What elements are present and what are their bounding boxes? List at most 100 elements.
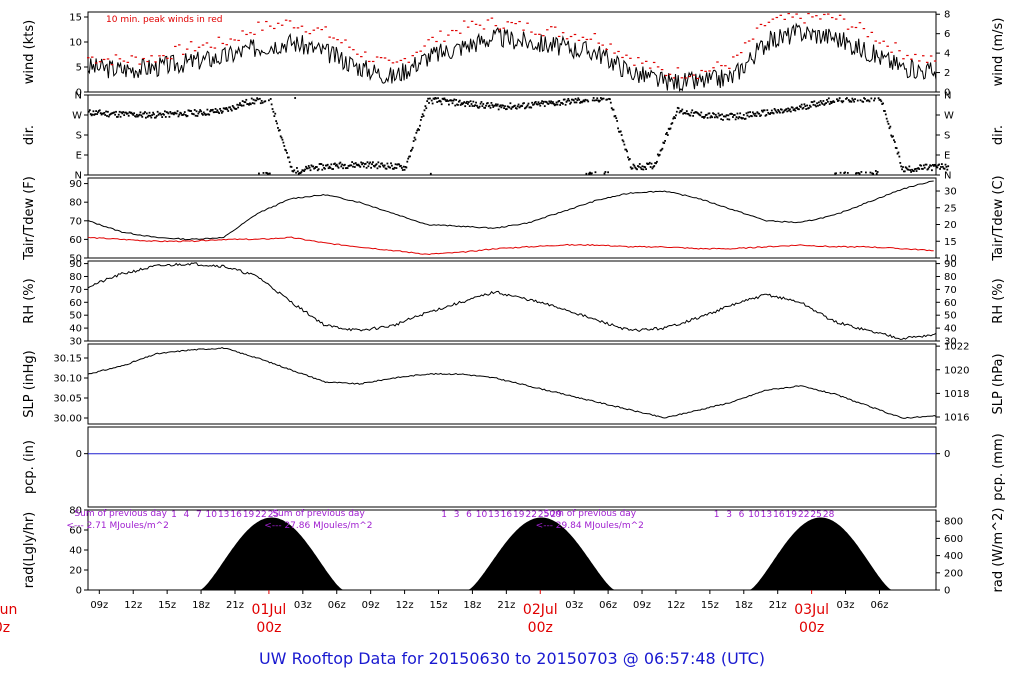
dir-point	[564, 103, 567, 106]
dir-point	[290, 166, 293, 168]
dir-point	[590, 172, 593, 175]
dir-point	[584, 98, 587, 101]
dir-point	[182, 113, 185, 116]
dir-point	[271, 108, 274, 110]
dir-point	[164, 116, 167, 118]
dir-point	[531, 101, 534, 104]
dir-point	[467, 101, 470, 104]
dir-point	[739, 112, 742, 115]
y-tick-label-right-rh: 90	[944, 259, 957, 270]
dir-point	[185, 115, 188, 118]
wind-peak-point	[688, 75, 692, 78]
y-tick-label-right-wind: 6	[944, 29, 950, 40]
dir-point	[783, 109, 786, 112]
dir-point	[308, 166, 311, 169]
dir-point	[771, 111, 774, 114]
y-axis-label-right-wind: wind (m/s)	[991, 18, 1006, 87]
dir-point	[731, 113, 733, 115]
y-tick-label-left-rh: 40	[69, 324, 82, 335]
dir-point	[763, 109, 766, 112]
dir-point	[473, 105, 476, 107]
dir-point	[408, 155, 411, 158]
dir-point	[326, 163, 329, 166]
y-axis-label-right-pcp: pcp. (mm)	[991, 433, 1006, 500]
wind-peak-point	[929, 55, 933, 57]
x-tick-label: 12z	[667, 600, 685, 611]
wind-note: 10 min. peak winds in red	[106, 15, 223, 25]
wind-peak-point	[672, 77, 676, 79]
wind-peak-point	[708, 70, 711, 72]
dir-point	[571, 98, 574, 101]
dir-point	[499, 104, 502, 107]
dir-point	[448, 99, 451, 102]
dir-point	[495, 103, 497, 106]
dir-point	[255, 99, 258, 102]
wind-peak-point	[557, 35, 561, 38]
dir-point	[546, 102, 549, 105]
dir-point	[413, 136, 416, 139]
dir-point	[772, 112, 775, 115]
dir-point	[334, 162, 336, 165]
wind-peak-point	[443, 40, 446, 42]
wind-peak-point	[668, 73, 672, 75]
y-tick-label-right-rh: 80	[944, 272, 957, 283]
dir-point	[633, 164, 636, 167]
dir-point	[919, 164, 922, 167]
rad-hour-mark: 25	[538, 510, 549, 520]
dir-point	[835, 172, 837, 175]
wind-peak-point	[312, 29, 316, 31]
dir-point	[510, 107, 513, 110]
dir-point	[724, 115, 727, 118]
dir-point	[855, 172, 857, 175]
dir-point	[746, 114, 749, 117]
dir-point	[88, 109, 91, 112]
dir-point	[569, 102, 572, 105]
x-day-sub-label: 00z	[256, 620, 281, 636]
y-tick-label-left-rh: 70	[69, 285, 82, 296]
dir-point	[504, 105, 506, 108]
y-axis-label-left-wind: wind (kts)	[22, 20, 37, 84]
dir-point	[830, 102, 833, 105]
y-tick-label-right-slp: 1018	[944, 389, 969, 400]
dir-point	[272, 110, 275, 113]
dir-point	[398, 163, 401, 166]
wind-peak-point	[178, 44, 181, 46]
dir-point	[410, 148, 413, 151]
wind-peak-point	[874, 40, 878, 42]
dir-point	[434, 97, 437, 99]
dir-point	[821, 102, 824, 105]
dir-point	[449, 99, 452, 102]
dir-point	[580, 100, 582, 103]
dir-point	[96, 113, 98, 115]
rad-hour-mark: 10	[748, 510, 760, 520]
y-tick-label-left-temp: 90	[69, 179, 82, 190]
dir-point	[432, 97, 435, 100]
dir-point	[331, 168, 334, 170]
dir-point	[163, 113, 165, 116]
rad-hour-mark: 19	[786, 510, 798, 520]
dir-point	[351, 161, 354, 163]
dir-point	[690, 111, 693, 114]
dir-point	[616, 120, 619, 122]
dir-point	[153, 113, 155, 116]
wind-peak-point	[261, 29, 264, 31]
wind-peak-point	[767, 21, 771, 23]
dir-point	[372, 161, 374, 164]
wind-peak-point	[98, 61, 102, 63]
dir-point	[399, 165, 401, 168]
dir-point	[538, 102, 541, 105]
dir-point	[512, 105, 515, 108]
dir-point	[368, 162, 371, 165]
panel-frame-wind	[87, 11, 937, 93]
dir-point	[123, 114, 126, 117]
dir-point	[583, 100, 586, 103]
rad-hour-mark: 3	[454, 510, 460, 520]
wind-peak-point	[530, 31, 533, 33]
dir-point	[429, 97, 431, 100]
dir-point	[234, 108, 237, 110]
rad-hour-mark: 10	[476, 510, 488, 520]
y-tick-label-right-wind: 8	[944, 10, 950, 21]
wind-peak-point	[902, 58, 905, 60]
dir-point	[414, 138, 417, 141]
dir-point	[631, 167, 634, 170]
